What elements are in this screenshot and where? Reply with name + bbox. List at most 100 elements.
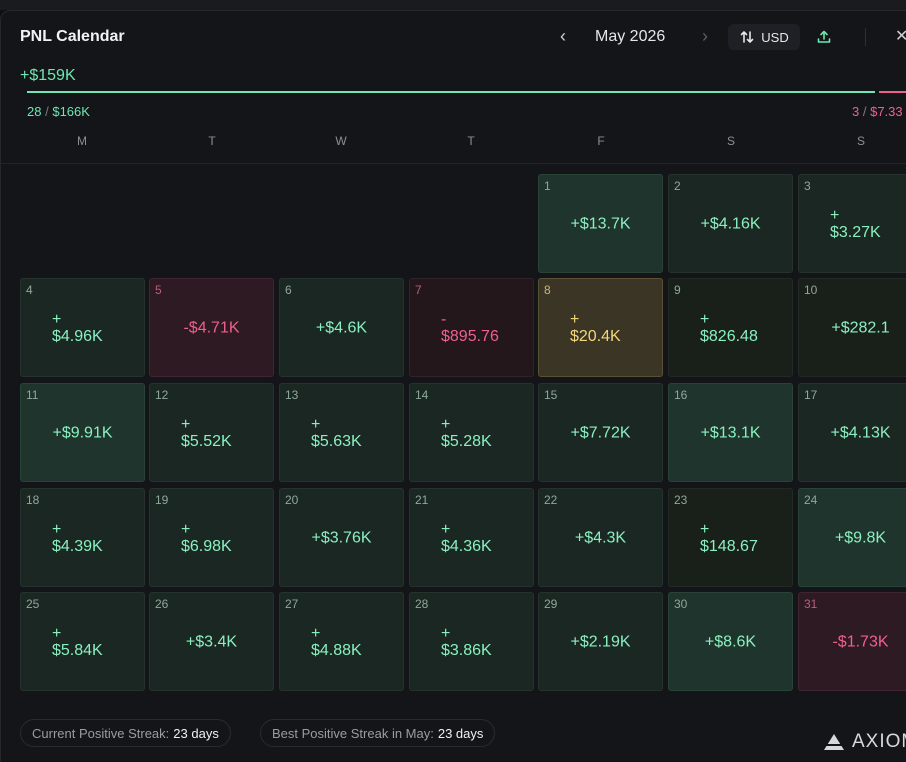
- positive-summary: 28 / $166K: [27, 104, 90, 119]
- day-number: 14: [415, 388, 429, 402]
- pnl-sign: +: [311, 624, 321, 642]
- day-cell[interactable]: 7 - $895.76: [409, 278, 534, 377]
- day-number: 4: [26, 283, 33, 297]
- negative-separator: /: [862, 104, 867, 119]
- pnl-sign: +: [834, 529, 845, 546]
- pnl-sign: +: [574, 529, 585, 546]
- day-number: 26: [155, 597, 169, 611]
- day-number: 23: [674, 493, 688, 507]
- day-cell[interactable]: 16 +$13.1K: [668, 383, 793, 482]
- day-pnl-value: + $4.36K: [441, 521, 533, 555]
- pnl-sign: +: [315, 319, 326, 336]
- day-cell[interactable]: 28 + $3.86K: [409, 592, 534, 691]
- day-cell[interactable]: 10 +$282.1: [798, 278, 906, 377]
- chevron-right-icon[interactable]: ›: [702, 26, 708, 46]
- day-cell[interactable]: 11 +$9.91K: [20, 383, 145, 482]
- export-button[interactable]: [811, 24, 837, 50]
- day-pnl-value: +$13.7K: [539, 215, 662, 232]
- pnl-sign: +: [311, 415, 321, 433]
- day-cell[interactable]: 22 +$4.3K: [538, 488, 663, 587]
- day-number: 22: [544, 493, 558, 507]
- brand-logo: AXIOM: [823, 731, 906, 753]
- pnl-amount: $2.19K: [579, 633, 631, 650]
- pnl-amount: $826.48: [700, 327, 758, 345]
- day-pnl-value: + $4.39K: [52, 521, 144, 555]
- day-cell[interactable]: 8 + $20.4K: [538, 278, 663, 377]
- best-streak-badge: Best Positive Streak in May: 23 days: [260, 719, 496, 747]
- day-pnl-value: + $5.84K: [52, 625, 144, 659]
- best-streak-label: Best Positive Streak in May:: [272, 725, 434, 741]
- weekday-label: T: [467, 134, 475, 148]
- pnl-amount: $3.4K: [195, 633, 238, 650]
- day-cell[interactable]: 4 + $4.96K: [20, 278, 145, 377]
- header-divider: [865, 28, 866, 46]
- day-number: 31: [804, 597, 818, 611]
- day-pnl-value: +$4.13K: [799, 424, 906, 441]
- day-number: 8: [544, 283, 551, 297]
- day-pnl-value: +$9.91K: [21, 424, 144, 441]
- day-pnl-value: +$2.19K: [539, 633, 662, 650]
- day-cell[interactable]: 24 +$9.8K: [798, 488, 906, 587]
- pnl-amount: $4.71K: [188, 319, 240, 336]
- day-cell[interactable]: 30 +$8.6K: [668, 592, 793, 691]
- pnl-sign: +: [441, 415, 451, 433]
- day-cell[interactable]: 13 + $5.63K: [279, 383, 404, 482]
- pnl-sign: +: [52, 424, 62, 441]
- pnl-sign: +: [830, 424, 840, 441]
- day-cell[interactable]: 31 -$1.73K: [798, 592, 906, 691]
- day-cell[interactable]: 2 +$4.16K: [668, 174, 793, 273]
- day-cell[interactable]: 26 +$3.4K: [149, 592, 274, 691]
- chevron-left-icon[interactable]: ‹: [560, 26, 566, 46]
- currency-label: USD: [761, 29, 789, 45]
- pnl-amount: $4.39K: [52, 537, 103, 555]
- day-cell[interactable]: 17 +$4.13K: [798, 383, 906, 482]
- pnl-amount: $13.1K: [709, 424, 761, 441]
- day-cell[interactable]: 1 +$13.7K: [538, 174, 663, 273]
- day-number: 24: [804, 493, 818, 507]
- pnl-sign: +: [52, 520, 62, 538]
- day-cell[interactable]: 5 -$4.71K: [149, 278, 274, 377]
- negative-summary: 3 / $7.33: [852, 104, 903, 119]
- day-cell[interactable]: 23 + $148.67: [668, 488, 793, 587]
- pnl-amount: $4.88K: [311, 641, 362, 659]
- negative-amount: $7.33: [870, 104, 903, 119]
- day-cell[interactable]: 14 + $5.28K: [409, 383, 534, 482]
- weekday-label: F: [597, 134, 605, 148]
- day-cell[interactable]: 3 + $3.27K: [798, 174, 906, 273]
- day-cell[interactable]: 21 + $4.36K: [409, 488, 534, 587]
- day-cell[interactable]: 9 + $826.48: [668, 278, 793, 377]
- pnl-amount: $3.27K: [830, 223, 881, 241]
- day-cell[interactable]: 29 +$2.19K: [538, 592, 663, 691]
- positive-days: 28: [27, 104, 42, 119]
- pnl-amount: $282.1: [840, 319, 890, 336]
- best-streak-value: 23 days: [437, 725, 484, 741]
- day-cell[interactable]: 15 +$7.72K: [538, 383, 663, 482]
- day-cell[interactable]: 12 + $5.52K: [149, 383, 274, 482]
- pnl-sign: +: [181, 415, 191, 433]
- pnl-amount: $3.76K: [320, 529, 372, 546]
- pnl-amount: $8.6K: [714, 633, 757, 650]
- day-cell[interactable]: 25 + $5.84K: [20, 592, 145, 691]
- header-divider-line: [1, 163, 906, 164]
- pnl-amount: $4.13K: [839, 424, 891, 441]
- weekday-label: T: [208, 134, 216, 148]
- close-icon[interactable]: ✕: [895, 26, 906, 48]
- day-cell[interactable]: 27 + $4.88K: [279, 592, 404, 691]
- day-cell[interactable]: 19 + $6.98K: [149, 488, 274, 587]
- window-top-strip: [0, 0, 906, 10]
- day-number: 20: [285, 493, 299, 507]
- day-cell[interactable]: 20 +$3.76K: [279, 488, 404, 587]
- currency-toggle-button[interactable]: USD: [728, 24, 800, 50]
- pnl-sign: +: [704, 633, 715, 650]
- day-number: 13: [285, 388, 299, 402]
- day-pnl-value: + $148.67: [700, 521, 792, 555]
- day-number: 6: [285, 283, 292, 297]
- pnl-amount: $13.7K: [579, 215, 631, 232]
- pnl-sign: +: [181, 520, 191, 538]
- pnl-amount: $4.36K: [441, 537, 492, 555]
- day-pnl-value: - $895.76: [441, 311, 533, 345]
- day-cell[interactable]: 6 +$4.6K: [279, 278, 404, 377]
- day-number: 16: [674, 388, 688, 402]
- day-number: 12: [155, 388, 169, 402]
- day-cell[interactable]: 18 + $4.39K: [20, 488, 145, 587]
